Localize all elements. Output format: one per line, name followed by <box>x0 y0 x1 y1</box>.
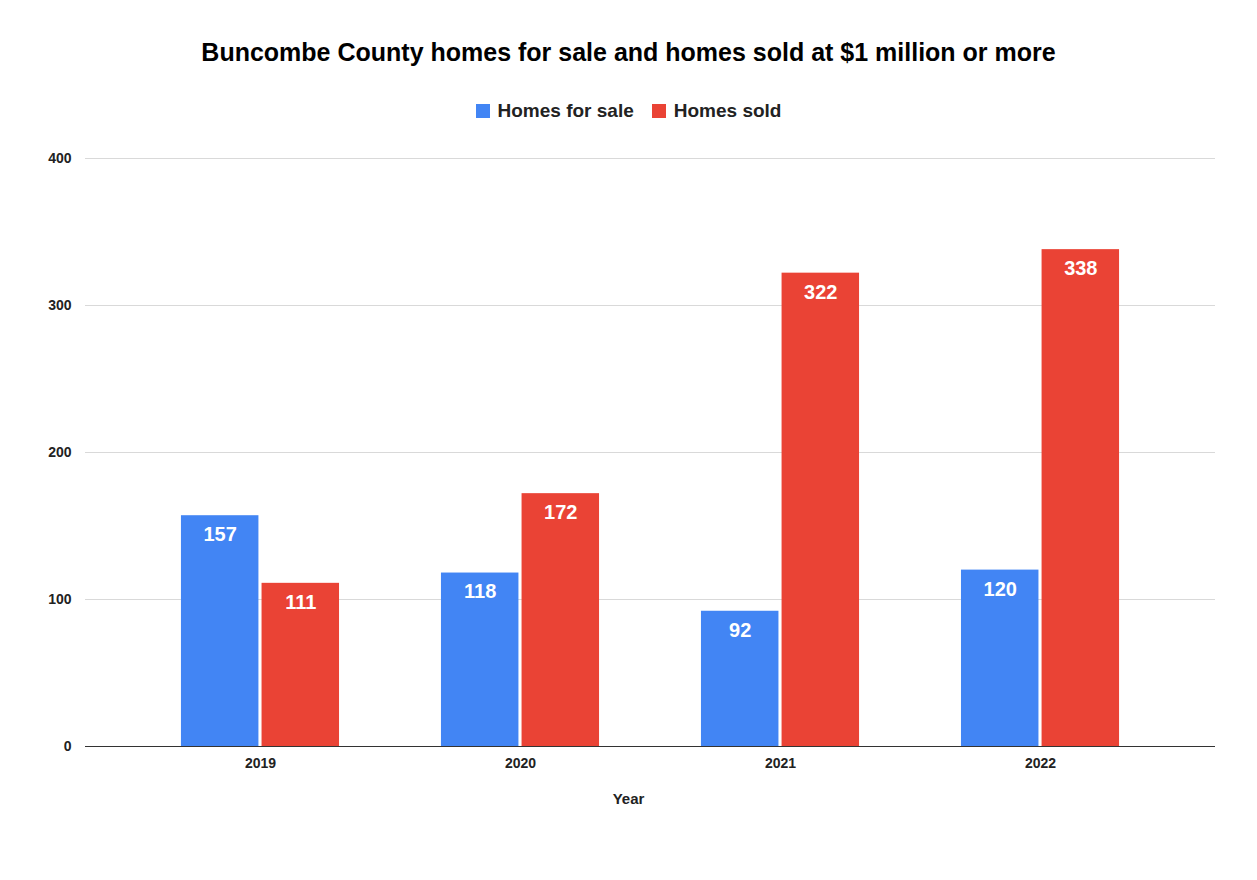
svg-text:120: 120 <box>984 578 1017 600</box>
svg-text:2020: 2020 <box>505 755 536 771</box>
svg-text:2021: 2021 <box>765 755 796 771</box>
svg-text:118: 118 <box>464 580 496 602</box>
svg-text:300: 300 <box>48 297 72 313</box>
svg-text:111: 111 <box>285 591 316 613</box>
svg-text:100: 100 <box>48 591 72 607</box>
svg-text:400: 400 <box>48 150 72 166</box>
svg-text:2019: 2019 <box>245 755 276 771</box>
html-text:Homes sold: Homes sold <box>673 100 782 121</box>
html-text:Homes for sale: Homes for sale <box>497 100 634 121</box>
html-text:Buncombe County homes for sale: Buncombe County homes for sale and homes… <box>201 38 1056 66</box>
svg-text:338: 338 <box>1064 257 1097 279</box>
svg-text:0: 0 <box>64 738 72 754</box>
svg-text:322: 322 <box>804 281 837 303</box>
html-text:Year: Year <box>612 790 645 807</box>
svg-text:157: 157 <box>203 523 236 545</box>
svg-text:2022: 2022 <box>1025 755 1056 771</box>
svg-text:92: 92 <box>729 619 751 641</box>
svg-text:172: 172 <box>544 501 577 523</box>
svg-text:200: 200 <box>48 444 72 460</box>
